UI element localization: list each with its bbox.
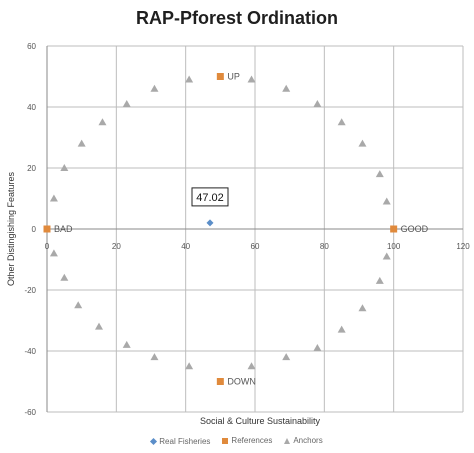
- x-tick-label: 80: [320, 242, 329, 251]
- anchor-point: [358, 139, 367, 147]
- anchor-point: [60, 164, 69, 171]
- reference-point: [390, 225, 398, 233]
- x-tick-label: 40: [181, 242, 190, 251]
- anchor-point: [337, 118, 346, 126]
- reference-point: [216, 73, 224, 80]
- x-tick-label: 0: [45, 242, 50, 251]
- legend-marker: [222, 437, 229, 444]
- anchor-point: [337, 325, 346, 333]
- reference-label: DOWN: [227, 377, 256, 387]
- legend-marker: [284, 437, 291, 444]
- x-tick-label: 20: [112, 242, 121, 251]
- anchor-point: [122, 340, 131, 348]
- anchor-point: [150, 353, 159, 361]
- anchor-point: [60, 273, 69, 281]
- reference-label: GOOD: [401, 224, 429, 234]
- anchor-point: [247, 75, 256, 83]
- y-tick-label: -60: [24, 408, 36, 417]
- anchor-point: [122, 99, 131, 107]
- x-tick-label: 60: [251, 242, 260, 251]
- anchor-point: [74, 301, 83, 309]
- legend-label: References: [231, 436, 273, 445]
- data-callout-label: 47.02: [196, 192, 224, 204]
- anchor-point: [313, 99, 322, 107]
- legend-item: Anchors: [284, 436, 323, 445]
- reference-label: UP: [227, 72, 240, 82]
- legend-item: References: [222, 436, 272, 445]
- anchor-point: [247, 362, 256, 370]
- legend: Real Fisheries References Anchors: [0, 436, 474, 446]
- anchor-point: [313, 343, 322, 351]
- y-tick-label: 60: [27, 42, 36, 51]
- anchor-point: [98, 118, 107, 126]
- anchor-point: [382, 252, 391, 260]
- anchor-point: [185, 75, 194, 83]
- reference-label: BAD: [54, 224, 73, 234]
- x-axis-title: Social & Culture Sustainability: [200, 416, 321, 426]
- anchor-point: [282, 84, 291, 92]
- y-tick-label: 40: [27, 103, 36, 112]
- y-tick-label: -20: [24, 286, 36, 295]
- anchor-point: [282, 353, 291, 361]
- y-tick-label: 20: [27, 164, 36, 173]
- x-tick-label: 120: [456, 242, 470, 251]
- reference-point: [216, 378, 224, 385]
- anchor-point: [49, 194, 58, 202]
- anchor-point: [375, 276, 384, 284]
- anchor-point: [150, 84, 159, 92]
- y-tick-label: -40: [24, 347, 36, 356]
- chart-title: RAP-Pforest Ordination: [135, 8, 338, 28]
- anchor-point: [95, 322, 103, 330]
- legend-item: Real Fisheries: [150, 436, 211, 446]
- reference-point: [43, 225, 51, 233]
- anchor-point: [185, 362, 194, 370]
- data-callout-box: [191, 187, 229, 207]
- anchor-point: [382, 197, 391, 205]
- legend-label: Real Fisheries: [159, 436, 211, 446]
- legend-label: Anchors: [293, 436, 323, 445]
- y-tick-label: 0: [32, 225, 37, 234]
- anchor-point: [358, 304, 367, 312]
- anchor-point: [375, 170, 384, 178]
- y-axis-title: Other Distingishing Features: [6, 171, 16, 286]
- real-fishery-point: [206, 219, 214, 227]
- anchor-point: [49, 249, 58, 257]
- anchor-point: [77, 139, 86, 147]
- x-tick-label: 100: [387, 242, 401, 251]
- legend-marker: [150, 437, 158, 445]
